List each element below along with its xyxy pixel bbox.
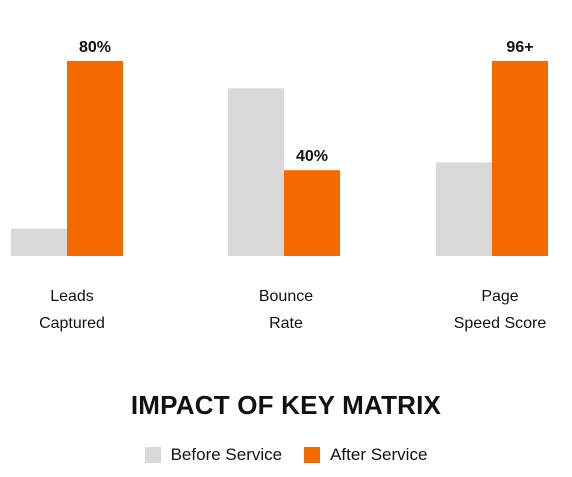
bar-after-0 xyxy=(67,61,123,256)
category-label-0-line-1: Captured xyxy=(39,315,105,332)
bar-before-0 xyxy=(11,228,67,256)
category-label-2-line-1: Speed Score xyxy=(454,315,547,332)
legend-item-after: After Service xyxy=(304,445,427,465)
bar-after-1 xyxy=(284,170,340,256)
data-label-0: 80% xyxy=(79,39,111,56)
data-label-1: 40% xyxy=(296,148,328,165)
legend-label-before: Before Service xyxy=(170,445,283,464)
category-label-1-line-0: Bounce xyxy=(259,288,313,305)
category-label-2-line-0: Page xyxy=(481,288,518,305)
bar-before-2 xyxy=(436,162,492,256)
bar-chart: 80% Leads Captured 40% Bounce Rate 96+ Page Spee… xyxy=(11,39,548,332)
legend-label-after: After Service xyxy=(330,445,428,464)
legend-swatch-before xyxy=(144,447,161,463)
bar-after-2 xyxy=(492,61,548,256)
bar-before-1 xyxy=(228,88,284,256)
category-label-0-line-0: Leads xyxy=(50,288,94,305)
legend-swatch-after xyxy=(304,447,321,463)
legend: Before Service After Service xyxy=(0,445,572,465)
legend-item-before: Before Service xyxy=(144,445,283,465)
data-label-2: 96+ xyxy=(506,39,533,56)
chart-title: IMPACT OF KEY MATRIX xyxy=(130,390,442,420)
category-label-1-line-1: Rate xyxy=(269,315,303,332)
